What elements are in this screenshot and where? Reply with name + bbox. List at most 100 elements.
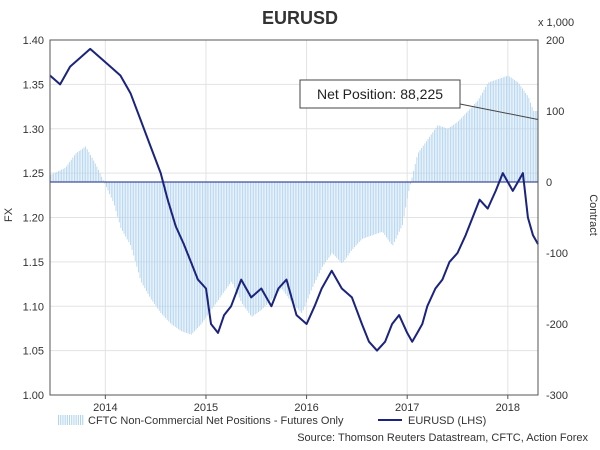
left-tick-label: 1.00 bbox=[23, 390, 44, 402]
net-position-bar bbox=[520, 86, 522, 182]
net-position-bar bbox=[254, 182, 256, 315]
net-position-bar bbox=[56, 171, 58, 182]
net-position-bar bbox=[493, 80, 495, 182]
net-position-bar bbox=[531, 107, 533, 182]
net-position-bar bbox=[483, 89, 485, 182]
net-position-bar bbox=[517, 82, 519, 182]
net-position-bar bbox=[104, 182, 106, 184]
net-position-bar bbox=[478, 98, 480, 182]
net-position-bar bbox=[360, 182, 362, 241]
net-position-bar bbox=[131, 182, 133, 250]
right-axis-ticks: -300 -200 -100 0 100 200 bbox=[546, 35, 568, 402]
net-position-bar bbox=[70, 159, 72, 182]
net-position-bar bbox=[522, 88, 523, 182]
left-tick-label: 1.20 bbox=[23, 213, 44, 225]
net-position-bar bbox=[384, 182, 386, 236]
net-position-bar bbox=[134, 182, 136, 262]
net-position-bar bbox=[510, 77, 512, 182]
net-position-bar bbox=[123, 182, 125, 234]
net-position-bar bbox=[235, 182, 237, 291]
net-position-bar bbox=[429, 136, 431, 182]
net-position-bar bbox=[296, 182, 298, 308]
right-tick-label: -300 bbox=[546, 390, 568, 402]
net-position-bar bbox=[467, 110, 469, 182]
x-tick-label: 2014 bbox=[93, 402, 117, 414]
net-position-bar bbox=[133, 182, 135, 256]
net-position-bar bbox=[320, 182, 322, 270]
net-position-bar bbox=[330, 182, 331, 256]
net-position-bar bbox=[434, 129, 435, 182]
net-position-bar bbox=[219, 182, 221, 298]
net-position-bar bbox=[130, 182, 131, 246]
net-position-bar bbox=[437, 125, 439, 182]
net-position-bar bbox=[96, 166, 98, 182]
net-position-bar bbox=[459, 119, 461, 182]
net-position-bar bbox=[477, 100, 479, 182]
net-position-bar bbox=[107, 182, 109, 191]
right-tick-label: 0 bbox=[546, 177, 552, 189]
net-position-bar bbox=[470, 107, 472, 182]
net-position-bar bbox=[218, 182, 219, 300]
net-position-bar bbox=[403, 182, 405, 217]
net-position-bar bbox=[491, 81, 493, 182]
net-position-bar bbox=[234, 182, 235, 288]
net-position-bars bbox=[50, 75, 538, 335]
net-position-bar bbox=[262, 182, 264, 309]
net-position-bar bbox=[453, 124, 455, 182]
chart-title: EURUSD bbox=[262, 8, 338, 28]
net-position-bar bbox=[226, 182, 227, 289]
net-position-bar bbox=[307, 182, 309, 299]
net-position-bar bbox=[314, 182, 315, 284]
x-tick-label: 2018 bbox=[496, 402, 520, 414]
annotation-box bbox=[299, 79, 461, 109]
net-position-bar bbox=[486, 84, 488, 182]
net-position-bar bbox=[232, 182, 234, 285]
net-position-bar bbox=[110, 182, 112, 198]
net-position-bar bbox=[197, 182, 199, 328]
net-position-bar bbox=[302, 182, 304, 311]
net-position-bar bbox=[414, 164, 416, 182]
net-position-bar bbox=[158, 182, 160, 311]
net-position-bar bbox=[202, 182, 203, 323]
net-position-bar bbox=[301, 182, 303, 313]
net-position-bar bbox=[288, 182, 290, 299]
legend-bar-swatch-stripe bbox=[71, 415, 73, 425]
net-position-bar bbox=[144, 182, 146, 289]
net-position-bar bbox=[530, 102, 531, 182]
net-position-bar bbox=[261, 182, 263, 310]
net-position-bar bbox=[203, 182, 205, 321]
net-position-bar bbox=[461, 117, 463, 182]
right-tick-label: -200 bbox=[546, 319, 568, 331]
net-position-bar bbox=[366, 182, 368, 238]
net-position-bar bbox=[304, 182, 306, 307]
plot-frame bbox=[49, 39, 539, 396]
net-position-bar bbox=[275, 182, 277, 295]
net-position-bar bbox=[379, 182, 381, 233]
net-position-bar bbox=[306, 182, 307, 303]
net-position-bar bbox=[310, 182, 312, 291]
net-position-bar bbox=[166, 182, 168, 320]
net-position-bar bbox=[150, 182, 152, 300]
net-position-bar bbox=[318, 182, 320, 274]
net-position-bar bbox=[154, 182, 155, 304]
net-position-bar bbox=[282, 182, 283, 290]
net-position-bar bbox=[117, 182, 119, 217]
legend-label-bars: CFTC Non-Commercial Net Positions - Futu… bbox=[88, 415, 344, 427]
net-position-bar bbox=[270, 182, 272, 300]
left-tick-label: 1.15 bbox=[23, 257, 44, 269]
net-position-bar bbox=[416, 157, 418, 182]
net-position-bar bbox=[339, 182, 341, 262]
net-position-bar bbox=[430, 134, 432, 182]
net-position-bar bbox=[69, 162, 71, 182]
net-position-bar bbox=[248, 182, 250, 313]
net-position-bar bbox=[83, 147, 85, 182]
net-position-bar bbox=[90, 154, 91, 182]
net-position-bar bbox=[315, 182, 317, 281]
net-position-bar bbox=[125, 182, 127, 237]
net-position-bar bbox=[198, 182, 200, 327]
net-position-bar bbox=[322, 182, 323, 267]
legend-label-line: EURUSD (LHS) bbox=[408, 415, 486, 427]
net-position-bar bbox=[170, 182, 171, 324]
source-note: Source: Thomson Reuters Datastream, CFTC… bbox=[297, 432, 588, 444]
net-position-bar bbox=[82, 148, 83, 182]
